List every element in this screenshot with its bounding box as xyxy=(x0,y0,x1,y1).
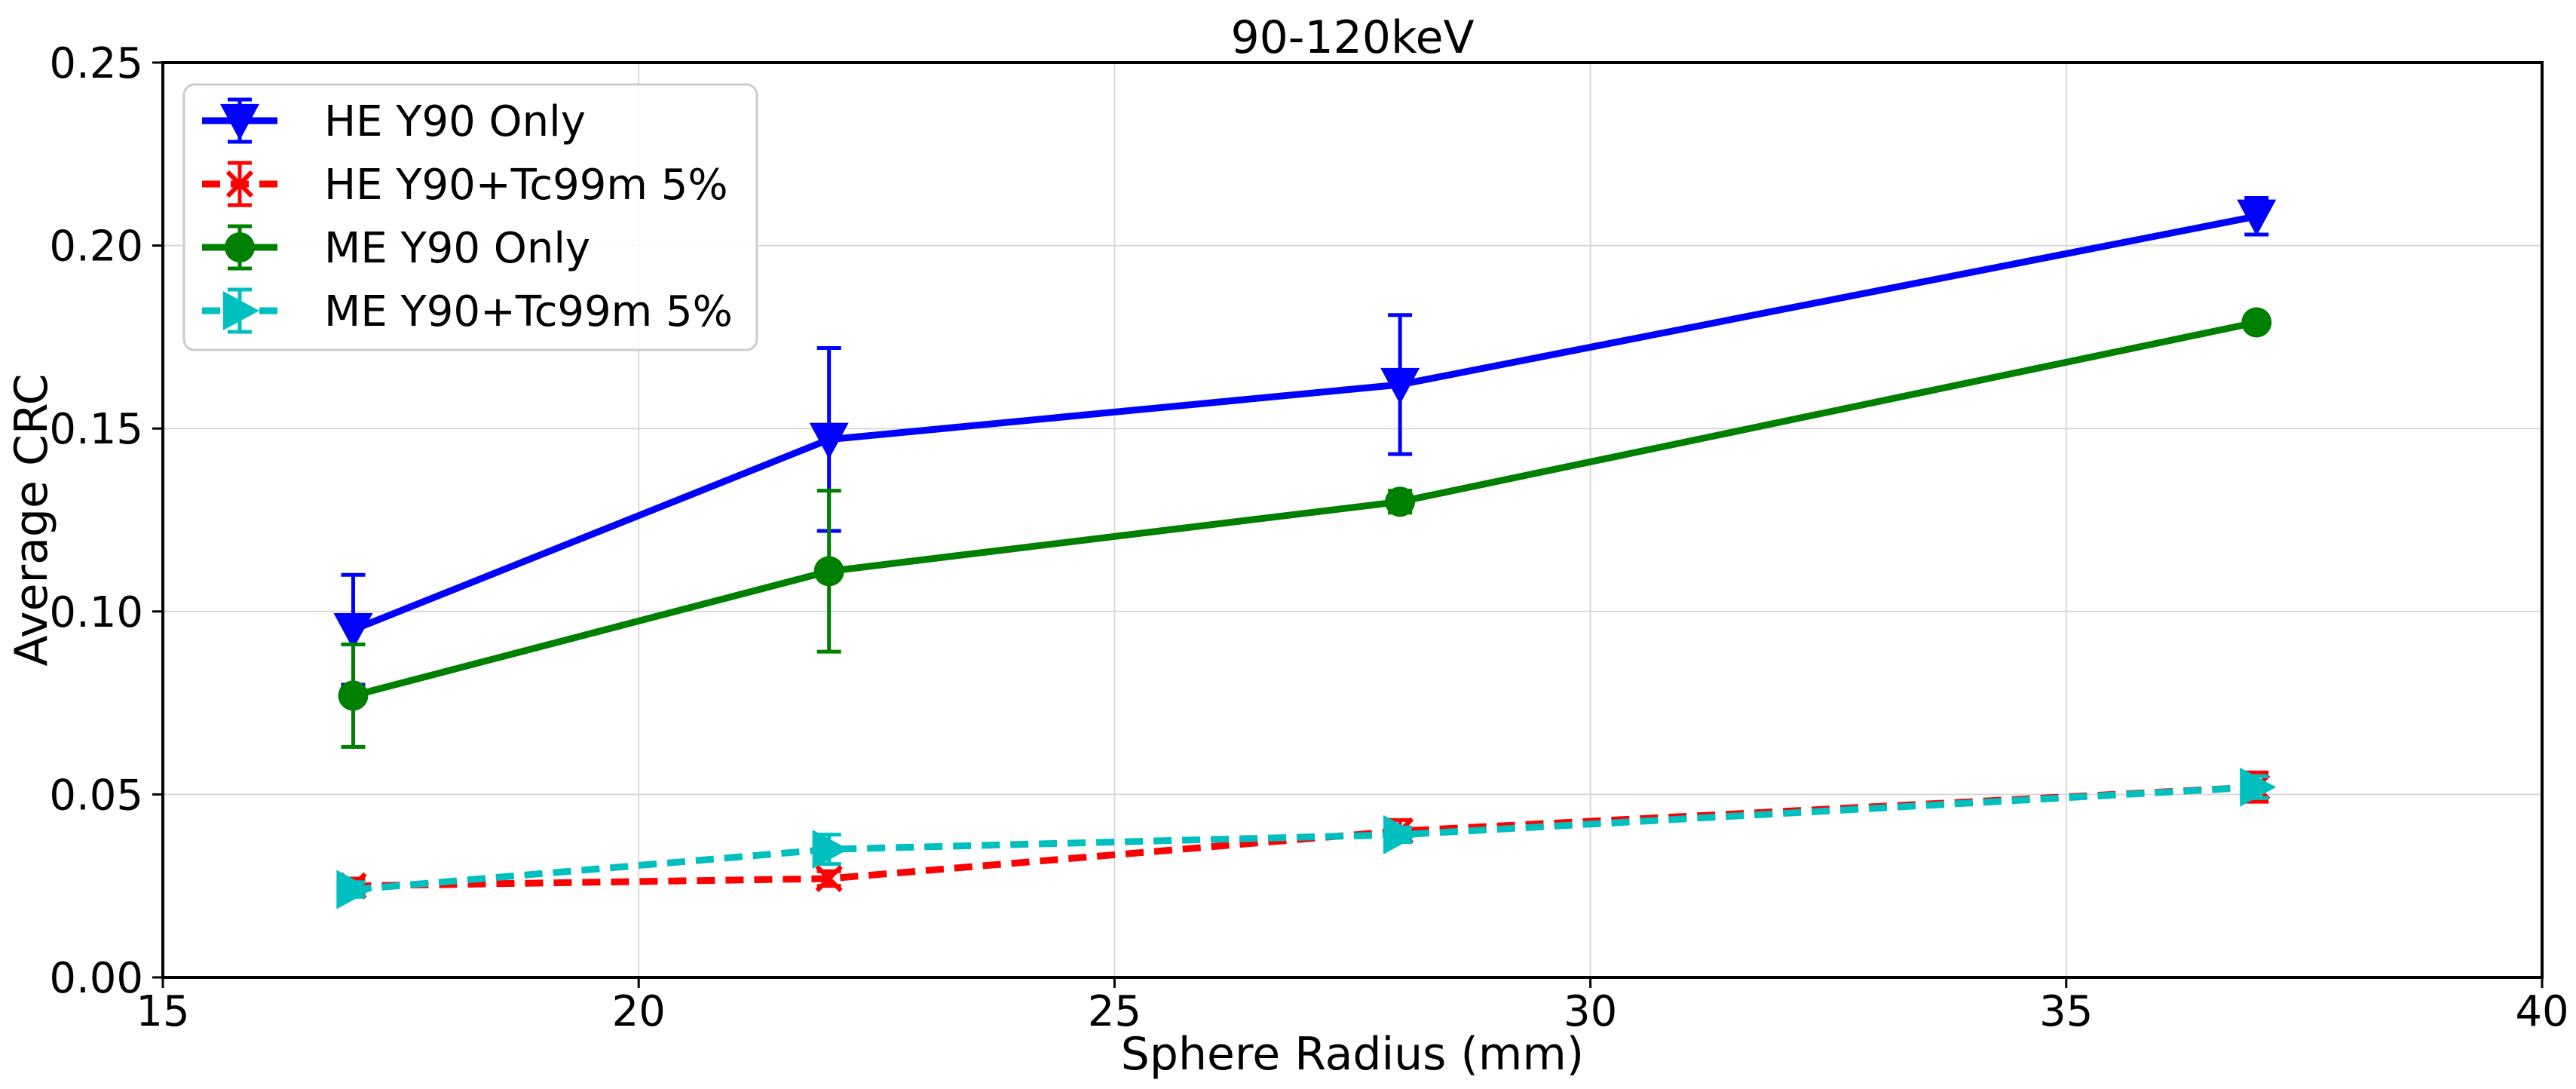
legend-marker xyxy=(225,170,254,198)
data-point xyxy=(2237,199,2277,236)
x-tick-label: 35 xyxy=(2039,987,2093,1036)
y-tick-label: 0.15 xyxy=(49,405,143,454)
y-tick-label: 0.20 xyxy=(49,222,143,271)
series-line xyxy=(351,213,2258,633)
legend-label: HE Y90 Only xyxy=(324,97,586,146)
x-tick-label: 40 xyxy=(2515,987,2568,1036)
data-point xyxy=(1385,486,1416,517)
marker-stroke xyxy=(225,170,254,198)
y-tick-label: 0.10 xyxy=(49,588,143,637)
marker-stroke xyxy=(815,864,843,893)
chart-title: 90-120keV xyxy=(1230,11,1474,64)
y-tick-label: 0.00 xyxy=(49,954,143,1003)
legend-marker xyxy=(225,232,255,262)
data-point xyxy=(338,680,369,711)
legend: HE Y90 Only HE Y90+Tc99m 5% ME Y90 Only ME … xyxy=(182,83,758,351)
legend-item: HE Y90 Only xyxy=(202,97,586,146)
series-line xyxy=(352,319,2258,699)
legend-item: HE Y90+Tc99m 5% xyxy=(202,161,728,210)
x-tick-label: 15 xyxy=(136,987,189,1036)
legend-frame xyxy=(182,83,758,351)
data-point xyxy=(336,870,373,910)
series-4 xyxy=(336,767,2277,910)
x-tick-label: 20 xyxy=(612,987,666,1036)
legend-item: ME Y90+Tc99m 5% xyxy=(202,287,733,336)
y-tick-label: 0.25 xyxy=(49,39,143,88)
data-point xyxy=(2241,307,2272,338)
data-point xyxy=(1380,367,1420,404)
x-axis-label: Sphere Radius (mm) xyxy=(1121,1028,1584,1081)
data-point xyxy=(815,864,843,893)
x-tick-label: 25 xyxy=(1088,987,1141,1036)
legend-label: HE Y90+Tc99m 5% xyxy=(324,161,728,210)
data-point xyxy=(809,422,849,459)
legend-item: ME Y90 Only xyxy=(202,224,590,273)
y-tick-label: 0.05 xyxy=(49,771,143,820)
legend-label: ME Y90+Tc99m 5% xyxy=(324,287,733,336)
data-point xyxy=(333,612,373,650)
series-3 xyxy=(338,307,2272,749)
legend-marker xyxy=(220,103,259,140)
plot-frame xyxy=(161,61,2544,979)
y-axis-label: Average CRC xyxy=(5,374,58,667)
x-tick-label: 30 xyxy=(1564,987,1617,1036)
series-1 xyxy=(333,196,2277,687)
data-point xyxy=(1383,814,1420,854)
data-point xyxy=(812,830,849,870)
plot-series xyxy=(333,196,2277,910)
series-line xyxy=(353,784,2257,894)
legend-label: ME Y90 Only xyxy=(324,224,590,273)
legend-marker xyxy=(222,291,259,330)
axis-ticks: 15 20 25 30 35 40 0.00 0.05 0.10 0.15 0.20 0.25 xyxy=(49,39,2568,1036)
data-point xyxy=(813,556,844,587)
data-point xyxy=(2240,767,2277,807)
